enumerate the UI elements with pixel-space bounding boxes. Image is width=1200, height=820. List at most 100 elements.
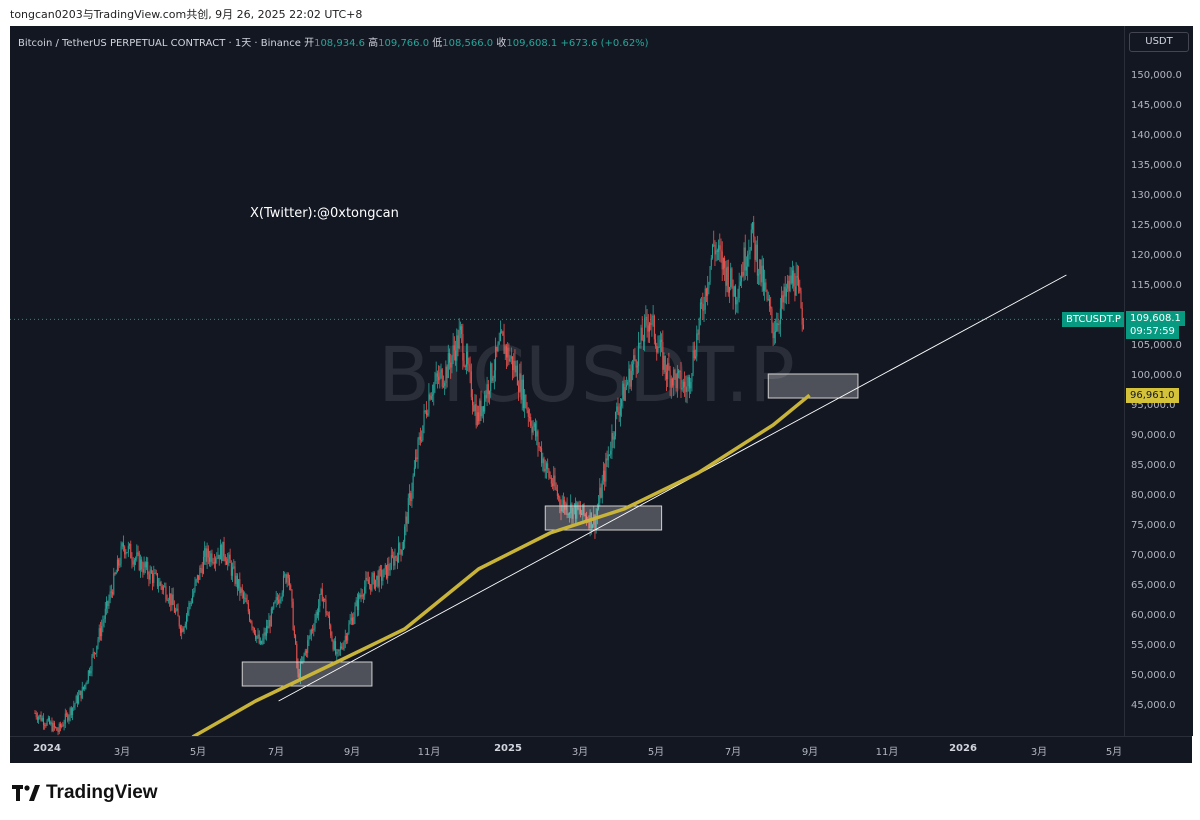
candle-body	[727, 266, 729, 293]
candle-body	[190, 602, 192, 604]
candle-body	[67, 714, 69, 721]
candle-body	[46, 720, 48, 726]
candle-body	[613, 436, 615, 440]
candle-body	[758, 274, 760, 276]
currency-button[interactable]: USDT	[1129, 32, 1189, 52]
candle-body	[82, 686, 84, 690]
candle-body	[532, 426, 534, 433]
candle-body	[616, 406, 618, 413]
price-tick-label: 80,000.0	[1131, 490, 1176, 501]
candle-body	[58, 723, 60, 732]
price-plot[interactable]	[10, 26, 1124, 736]
candle-body	[621, 399, 623, 407]
symbol-name[interactable]: Bitcoin / TetherUS PERPETUAL CONTRACT · …	[18, 38, 301, 49]
candle-body	[285, 574, 287, 583]
candle-body	[216, 558, 218, 560]
candle-body	[162, 586, 164, 591]
candle-body	[487, 384, 489, 395]
candle-body	[44, 724, 46, 726]
candle-body	[469, 365, 471, 372]
trendline	[278, 274, 1067, 702]
candle-body	[752, 222, 754, 230]
candle-body	[661, 339, 663, 343]
candle-body	[449, 353, 451, 363]
tradingview-logo: TradingView	[12, 782, 158, 804]
candle-body	[169, 593, 171, 601]
price-axis[interactable]: USDT 150,000.0 145,000.0 140,000.0 135,000.…	[1124, 26, 1193, 736]
candle-body	[276, 597, 278, 601]
candle-body	[398, 543, 400, 563]
time-tick-label: 2025	[494, 743, 522, 754]
high-value: 109,766.0	[378, 38, 430, 49]
candle-body	[667, 363, 669, 380]
candle-body	[359, 594, 361, 598]
candle-body	[290, 585, 292, 590]
time-axis[interactable]: 2024 3月 5月 7月 9月 11月 2025 3月 5月 7月 9月 11月 2026 3月 5月	[10, 736, 1192, 763]
candle-body	[674, 369, 676, 375]
candle-body	[639, 342, 641, 344]
candle-body	[519, 373, 521, 392]
candle-body	[753, 222, 755, 237]
candle-body	[321, 589, 323, 602]
candle-body	[592, 524, 594, 529]
candle-body	[652, 315, 654, 317]
candle-body	[648, 323, 650, 332]
moving-average-line	[191, 393, 811, 736]
candle-body	[385, 565, 387, 579]
candle-body	[392, 555, 394, 557]
candle-body	[429, 394, 431, 400]
candle-body	[104, 608, 106, 619]
candle-body	[549, 477, 551, 479]
candle-body	[382, 577, 384, 581]
candle-body	[681, 387, 683, 390]
candle-body	[481, 406, 483, 417]
candle-body	[258, 634, 260, 644]
candle-body	[158, 585, 160, 587]
candle-body	[507, 347, 509, 358]
candle-body	[322, 599, 324, 602]
candle-body	[433, 384, 435, 395]
candle-body	[149, 569, 151, 580]
candle-body	[360, 594, 362, 598]
candle-body	[508, 347, 510, 362]
candle-body	[352, 617, 354, 625]
candle-body	[61, 725, 63, 728]
candle-body	[642, 340, 644, 342]
candle-body	[362, 595, 364, 597]
candle-body	[135, 558, 137, 560]
candle-body	[583, 504, 585, 515]
candle-body	[68, 716, 70, 721]
candle-body	[87, 670, 89, 682]
candle-body	[556, 489, 558, 496]
candle-body	[582, 504, 584, 515]
candle-body	[737, 298, 739, 300]
candle-body	[451, 356, 453, 368]
candle-body	[296, 643, 298, 664]
candle-body	[409, 493, 411, 498]
close-value: 109,608.1	[506, 38, 558, 49]
candle-body	[70, 708, 72, 715]
candle-body	[267, 626, 269, 629]
candle-body	[714, 244, 716, 255]
candle-body	[622, 383, 624, 400]
price-tick-label: 90,000.0	[1131, 430, 1176, 441]
candle-body	[728, 286, 730, 293]
candle-body	[602, 470, 604, 481]
chart-pane[interactable]: BTCUSDT.P Bitcoin / TetherUS PERPETUAL C…	[10, 26, 1124, 736]
candle-body	[748, 253, 750, 255]
candle-body	[686, 386, 688, 392]
candle-body	[673, 369, 675, 386]
candle-body	[246, 601, 248, 604]
candle-body	[776, 323, 778, 332]
candle-body	[585, 516, 587, 522]
candle-body	[298, 673, 300, 679]
candle-body	[459, 326, 461, 331]
candle-body	[566, 503, 568, 515]
candle-body	[656, 345, 658, 353]
candle-body	[279, 599, 281, 604]
candle-body	[595, 515, 597, 531]
candle-body	[66, 713, 68, 715]
candle-body	[495, 346, 497, 371]
candle-body	[578, 508, 580, 510]
candle-body	[76, 696, 78, 704]
